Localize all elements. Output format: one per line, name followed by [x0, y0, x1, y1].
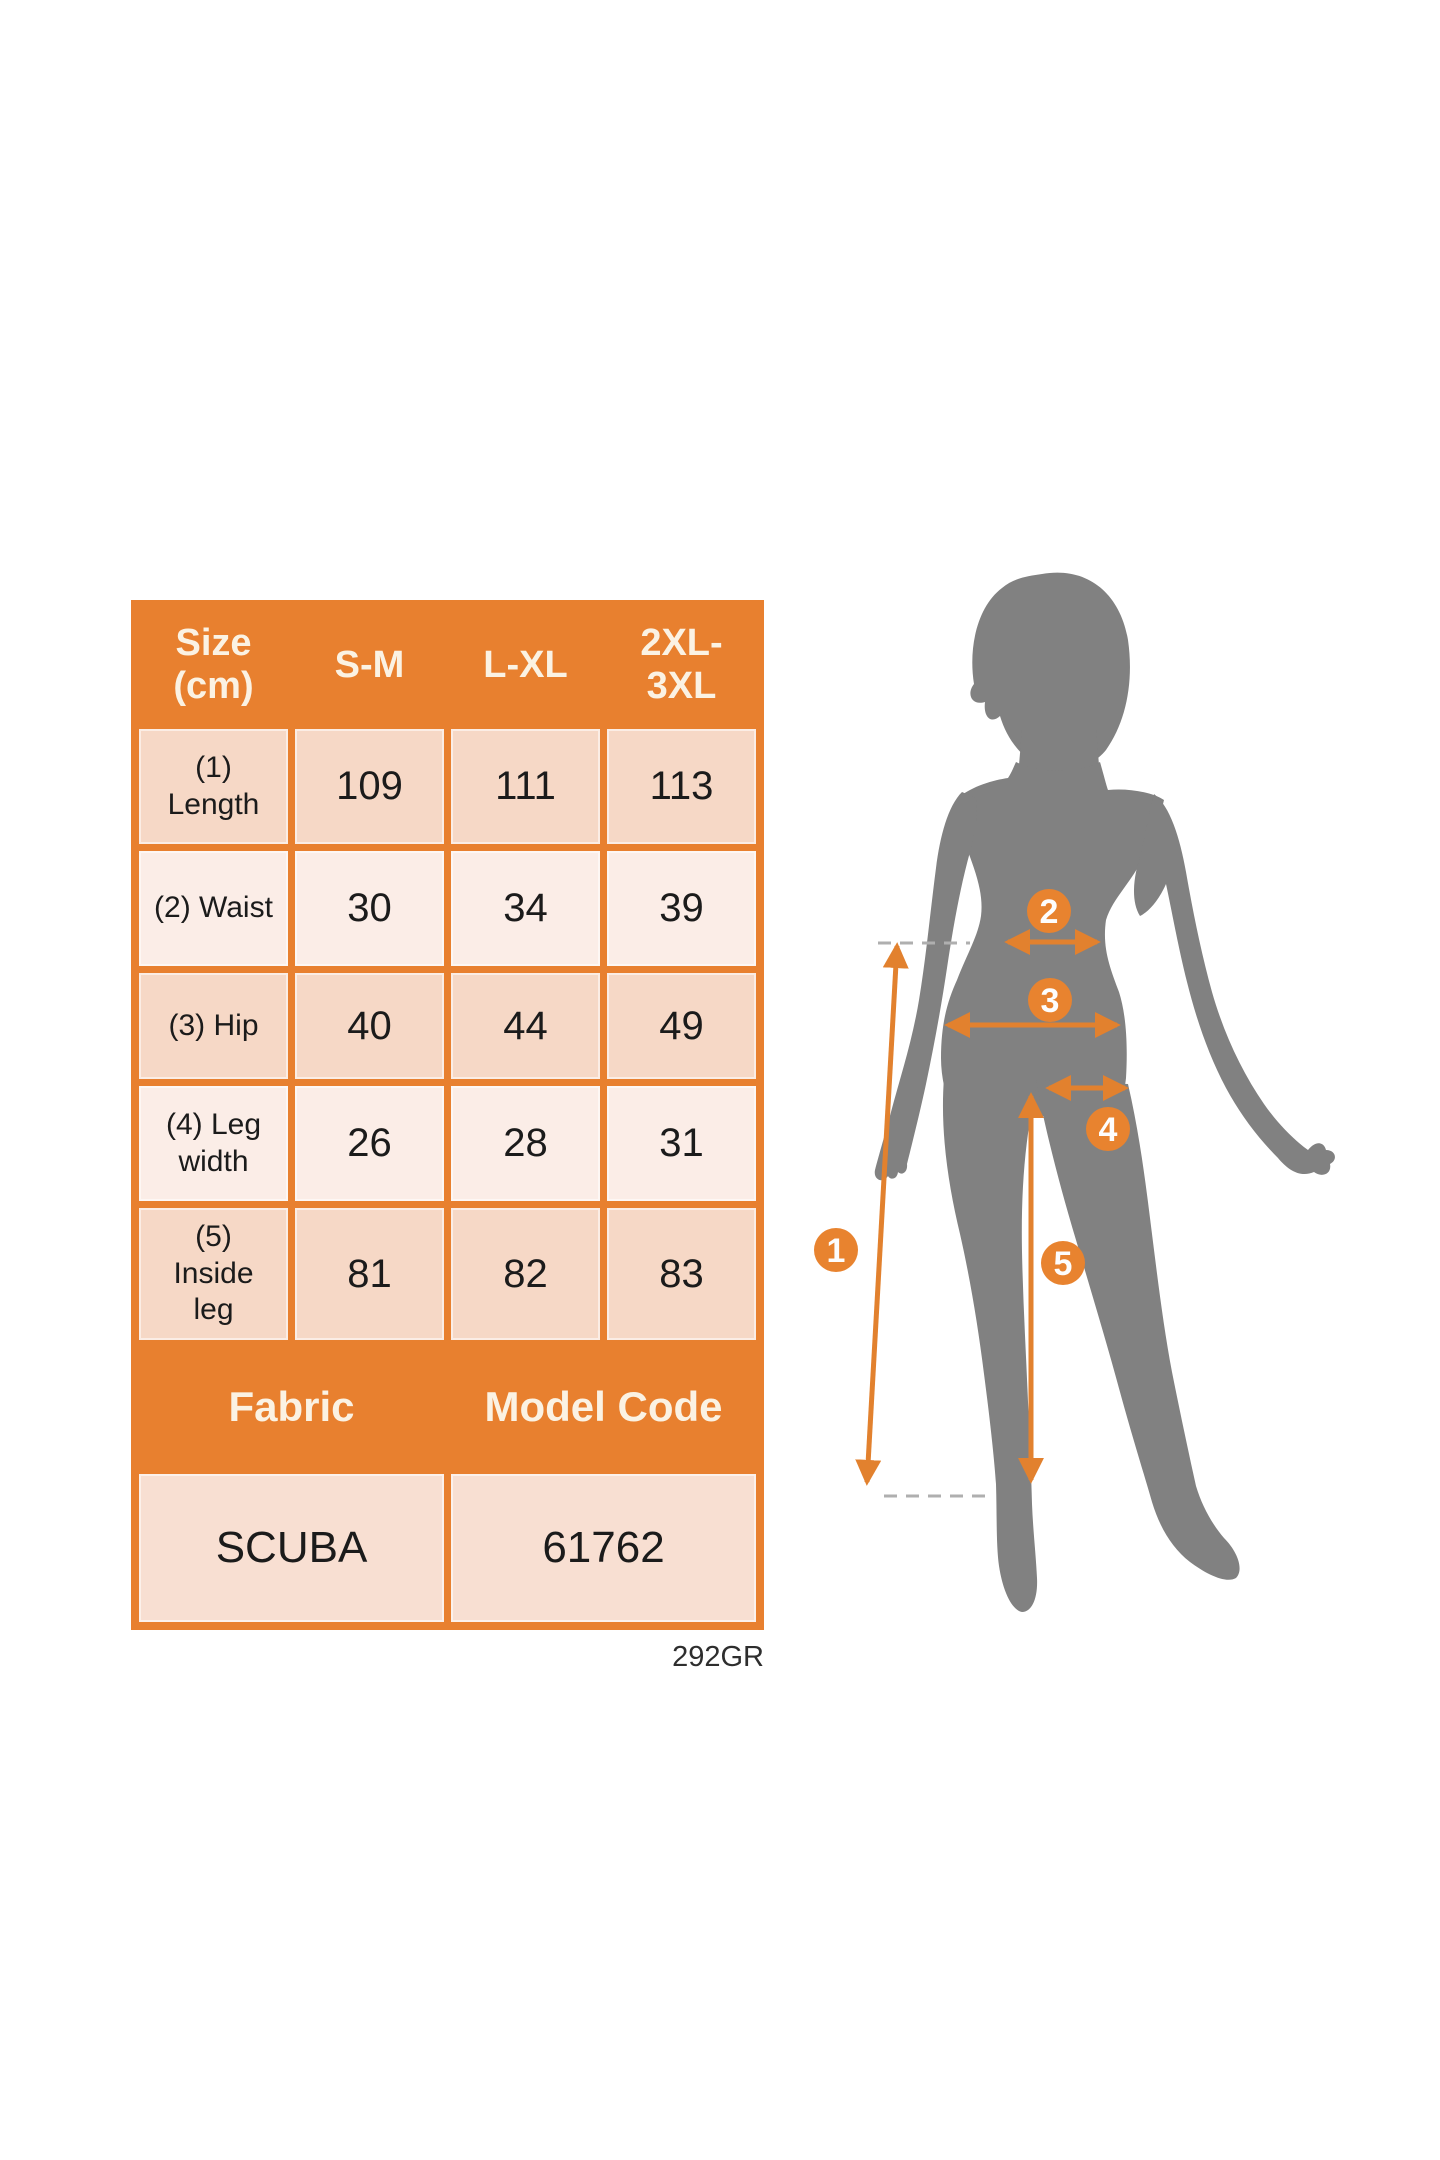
- waist-l-xl: 34: [451, 851, 600, 966]
- footnote-code: 292GR: [672, 1641, 764, 1673]
- fabric-header: Fabric: [228, 1383, 355, 1430]
- female-silhouette: [874, 572, 1335, 1612]
- leg-width-s-m: 26: [295, 1086, 444, 1201]
- marker-5-circle: [1041, 1241, 1085, 1285]
- size-table: Size (cm) S-M L-XL 2XL- 3XL (1) Length 1…: [131, 600, 764, 1630]
- marker-4-circle: [1086, 1107, 1130, 1151]
- hip-2xl-3xl: 49: [607, 973, 756, 1079]
- arrow-1-length: [855, 942, 909, 1486]
- leg-width-l-xl: 28: [451, 1086, 600, 1201]
- silhouette-left-leg: [942, 1078, 1040, 1612]
- fabric-value: SCUBA: [139, 1474, 444, 1622]
- length-2xl-3xl: 113: [607, 729, 756, 844]
- row-label-leg-width: (4) Leg width: [139, 1086, 288, 1201]
- leg-width-2xl-3xl: 31: [607, 1086, 756, 1201]
- marker-2-number: 2: [1040, 893, 1059, 931]
- waist-2xl-3xl: 39: [607, 851, 756, 966]
- row-label-hip: (3) Hip: [139, 973, 288, 1079]
- size-table-header-s-m: S-M: [334, 643, 405, 686]
- marker-1: 1: [814, 1228, 858, 1272]
- size-table-header-size-cm: Size (cm): [173, 622, 254, 707]
- waist-s-m: 30: [295, 851, 444, 966]
- marker-3-number: 3: [1041, 982, 1060, 1020]
- marker-3: 3: [1028, 978, 1072, 1022]
- row-label-length: (1) Length: [139, 729, 288, 844]
- inside-leg-s-m: 81: [295, 1208, 444, 1340]
- hip-l-xl: 44: [451, 973, 600, 1079]
- marker-3-circle: [1028, 978, 1072, 1022]
- model-code-value: 61762: [451, 1474, 756, 1622]
- inside-leg-l-xl: 82: [451, 1208, 600, 1340]
- inside-leg-2xl-3xl: 83: [607, 1208, 756, 1340]
- silhouette-right-leg: [1036, 1080, 1240, 1580]
- marker-1-circle: [814, 1228, 858, 1272]
- silhouette-right-arm: [1133, 794, 1335, 1175]
- marker-5-number: 5: [1054, 1245, 1073, 1283]
- silhouette-head: [970, 572, 1130, 771]
- marker-5: 5: [1041, 1241, 1085, 1285]
- marker-1-number: 1: [827, 1232, 846, 1270]
- model-code-header: Model Code: [484, 1383, 723, 1430]
- marker-2: 2: [1027, 889, 1071, 933]
- row-label-waist: (2) Waist: [139, 851, 288, 966]
- length-s-m: 109: [295, 729, 444, 844]
- length-l-xl: 111: [451, 729, 600, 844]
- marker-4: 4: [1086, 1107, 1130, 1151]
- hip-s-m: 40: [295, 973, 444, 1079]
- row-label-inside-leg: (5) Inside leg: [139, 1208, 288, 1340]
- size-table-header-l-xl: L-XL: [483, 643, 568, 686]
- marker-2-circle: [1027, 889, 1071, 933]
- marker-4-number: 4: [1099, 1111, 1118, 1149]
- size-table-header-2xl-3xl: 2XL- 3XL: [640, 622, 723, 707]
